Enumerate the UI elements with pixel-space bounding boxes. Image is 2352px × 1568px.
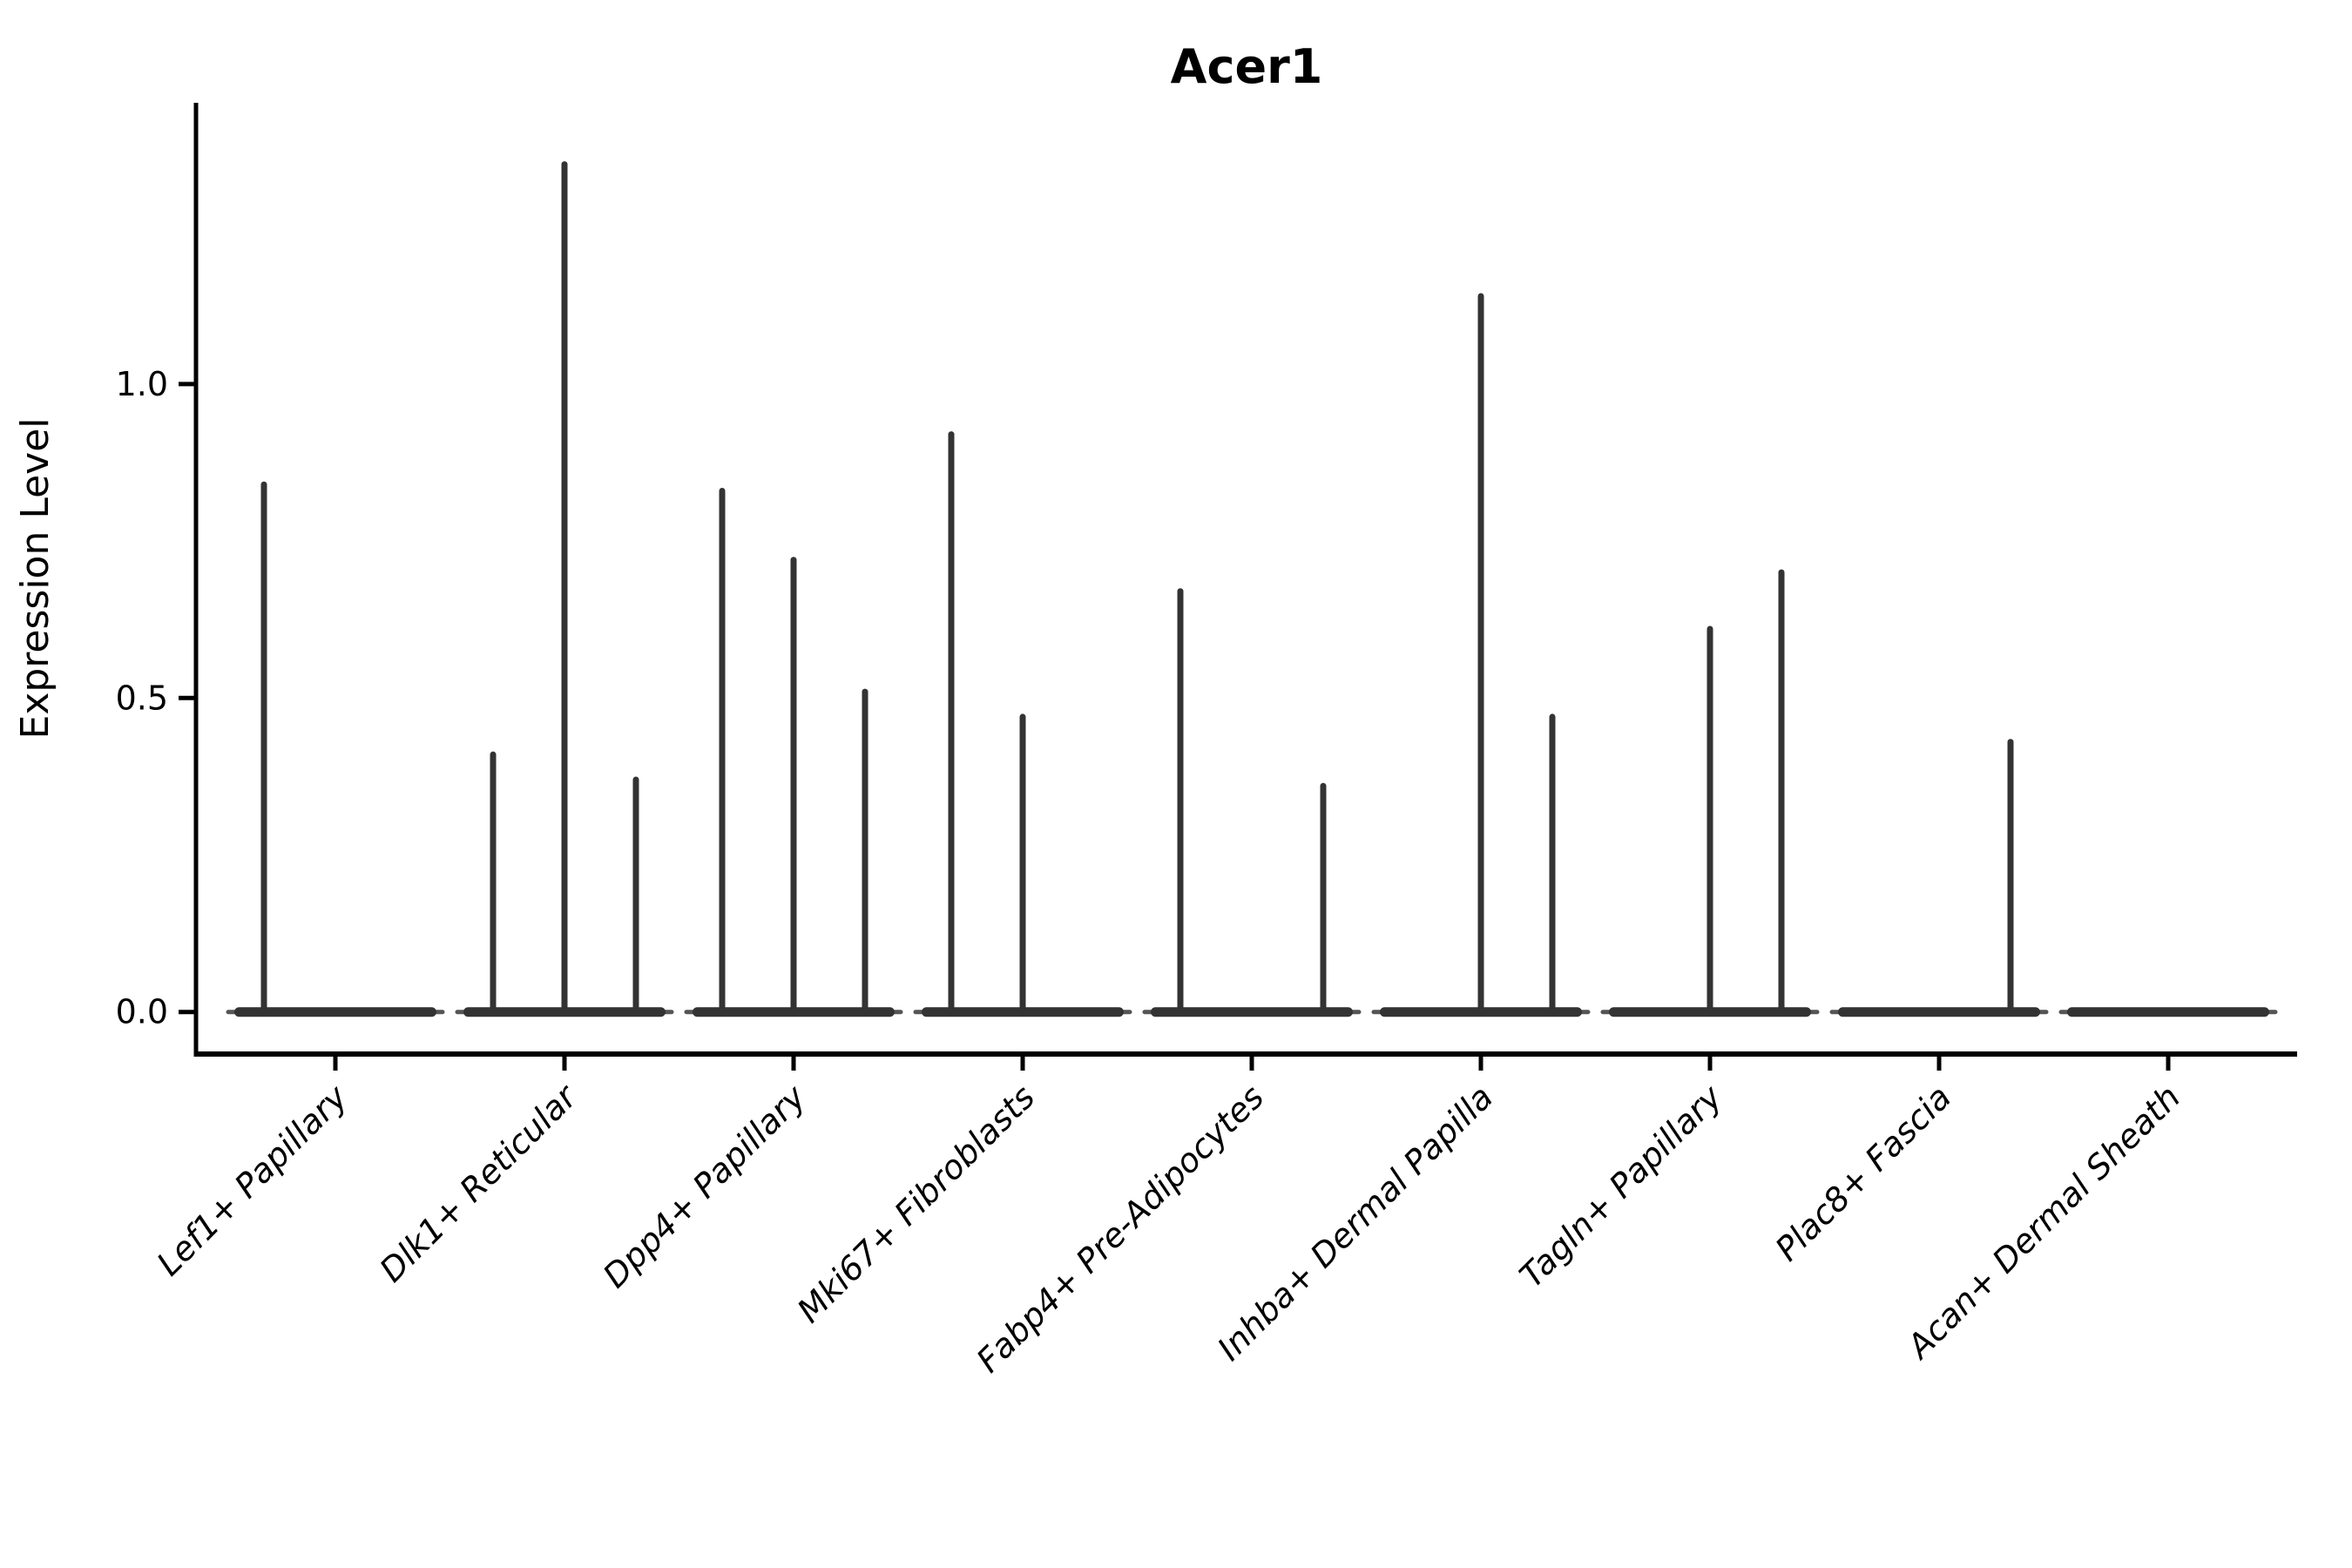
y-axis-label: Expression Level: [13, 418, 57, 740]
x-tick-label: Mki67+ Fibroblasts: [790, 1078, 1043, 1330]
violin-body: [1151, 1007, 1353, 1017]
y-tick-label: 0.0: [116, 993, 168, 1031]
y-tick-label: 1.0: [116, 365, 168, 403]
x-tick-label: Plac8+ Fascia: [1768, 1078, 1959, 1268]
x-tick-label: Lef1+ Papillary: [150, 1078, 355, 1283]
y-tick-label: 0.5: [116, 679, 168, 717]
chart-marks: 0.0 0.5 1.0 Lef1+ Papillary Dlk1+ Reticular D…: [116, 103, 2297, 1380]
plot-title: Acer1: [1171, 39, 1323, 94]
x-tick-label: Dpp4+ Papillary: [596, 1078, 814, 1295]
x-tick-label: Tagln+ Papillary: [1512, 1078, 1730, 1295]
violin-body: [1838, 1007, 2040, 1017]
x-tick-label: Dlk1+ Reticular: [372, 1077, 585, 1290]
violin-body: [2067, 1007, 2269, 1017]
violin-body: [234, 1007, 436, 1017]
